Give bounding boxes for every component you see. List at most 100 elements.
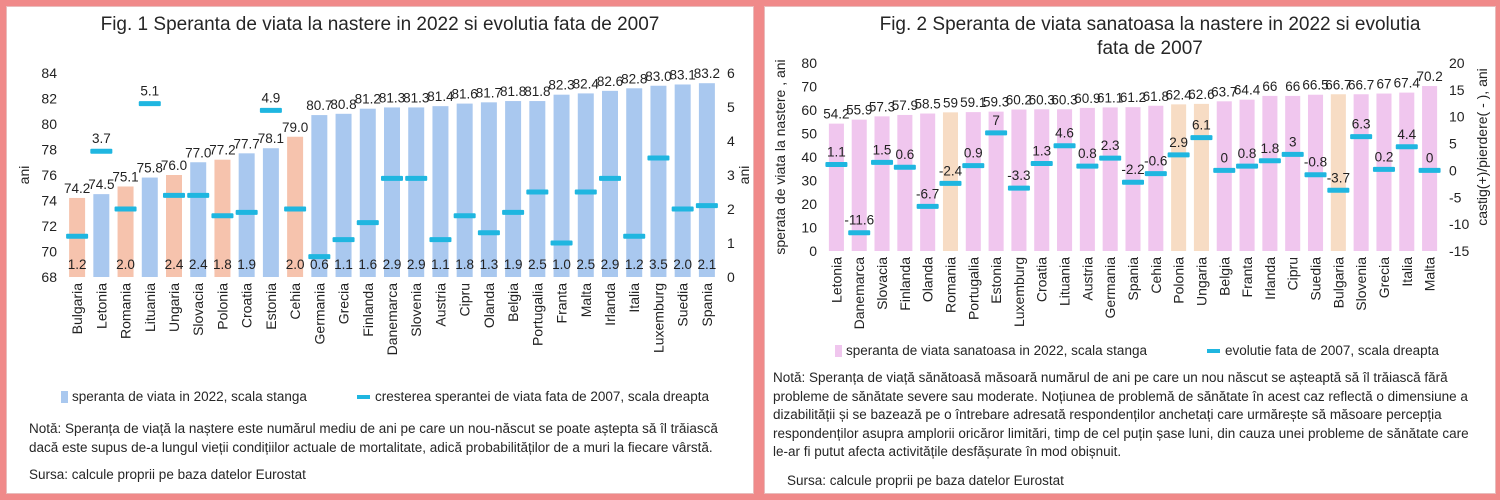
- x-tick-label: Bulgaria: [69, 283, 85, 335]
- x-tick-label: Grecia: [1376, 257, 1392, 298]
- y-tick-label-right: -10: [1449, 216, 1469, 232]
- bar: [505, 101, 522, 277]
- change-marker: [574, 189, 597, 195]
- bar: [93, 194, 110, 277]
- change-marker: [1144, 171, 1167, 177]
- change-value-label: 1.8: [1260, 141, 1279, 156]
- bar: [238, 153, 255, 277]
- y-tick-label-right: 0: [727, 269, 735, 285]
- x-tick-label: Luxemburg: [1011, 257, 1027, 327]
- bar-value-label: 60.2: [1006, 93, 1032, 108]
- bar: [851, 119, 867, 251]
- change-value-label: 1.2: [68, 257, 87, 272]
- y-tick-label-right: -5: [1449, 189, 1462, 205]
- bar-value-label: 82.8: [621, 71, 647, 86]
- y-tick-label-left: 80: [801, 55, 817, 71]
- change-value-label: 2.3: [1101, 138, 1120, 153]
- chart-2-plot: 01020304050607080-15-10-505101520sperata…: [772, 55, 1490, 329]
- x-tick-label: Cipru: [457, 283, 473, 316]
- bar: [408, 107, 425, 277]
- y-axis-label-left: ani: [16, 166, 32, 185]
- change-marker: [825, 162, 848, 168]
- bar: [384, 107, 400, 277]
- change-marker: [1372, 166, 1395, 172]
- bar: [214, 159, 231, 277]
- y-tick-label-right: 5: [727, 99, 735, 115]
- change-marker: [90, 148, 113, 154]
- change-value-label: 1.0: [552, 257, 571, 272]
- x-tick-label: Danemarca: [384, 283, 400, 356]
- x-tick-label: Lituania: [1057, 257, 1073, 306]
- bar-value-label: 81.6: [452, 87, 478, 102]
- bar-value-label: 57.3: [869, 99, 895, 114]
- bar-value-label: 59.3: [983, 95, 1009, 110]
- x-tick-label: Luxemburg: [650, 283, 666, 353]
- change-marker: [1190, 135, 1213, 141]
- x-tick-label: Franta: [1239, 257, 1255, 298]
- chart-note: Notă: Speranța de viață la naștere este …: [29, 421, 718, 455]
- legend-label-bar: speranta de viata sanatoasa in 2022, sca…: [846, 343, 1147, 358]
- y-tick-label-right: 3: [727, 167, 735, 183]
- change-value-label: 3.7: [92, 131, 111, 146]
- change-value-label: 0: [1221, 150, 1229, 165]
- change-value-label: 2.1: [697, 257, 716, 272]
- bar-value-label: 54.2: [823, 107, 849, 122]
- x-tick-label: Germania: [311, 283, 327, 345]
- bar: [920, 113, 936, 252]
- change-value-label: 1.3: [479, 257, 498, 272]
- legend-swatch-bar: [61, 390, 68, 403]
- bar-value-label: 74.2: [64, 181, 90, 196]
- x-tick-label: Romania: [942, 257, 958, 313]
- change-marker: [114, 206, 137, 212]
- bar: [1239, 99, 1255, 251]
- y-tick-label-right: -15: [1449, 243, 1469, 259]
- bar: [456, 103, 473, 277]
- change-value-label: -6.7: [916, 186, 939, 201]
- change-value-label: 0: [1426, 150, 1434, 165]
- x-tick-label: Letonia: [93, 283, 109, 329]
- x-tick-label: Malta: [578, 283, 594, 317]
- x-tick-label: Cehia: [287, 283, 303, 320]
- bar: [602, 90, 618, 277]
- x-tick-label: Croatia: [1034, 257, 1050, 302]
- x-tick-label: Spania: [699, 283, 715, 327]
- y-tick-label-right: 1: [727, 235, 735, 251]
- bar-value-label: 77.2: [209, 143, 235, 158]
- bar: [1102, 107, 1118, 251]
- bar-value-label: 59.1: [960, 95, 986, 110]
- change-value-label: 1.8: [455, 257, 474, 272]
- bar: [335, 113, 352, 277]
- x-tick-label: Estonia: [988, 257, 1004, 304]
- bar: [1262, 95, 1278, 252]
- y-tick-label-left: 84: [41, 65, 57, 81]
- bar: [897, 114, 913, 251]
- y-tick-label-left: 68: [41, 269, 57, 285]
- change-value-label: 1.1: [431, 257, 450, 272]
- legend-item-bar: speranta de viata sanatoasa in 2022, sca…: [835, 343, 1147, 358]
- change-marker: [332, 237, 355, 243]
- x-tick-label: Malta: [1422, 257, 1438, 291]
- bar-value-label: 83.1: [670, 67, 696, 82]
- x-tick-label: Austria: [1079, 257, 1095, 301]
- x-tick-label: Finlanda: [360, 283, 376, 337]
- bar: [1034, 109, 1050, 251]
- bar: [1148, 105, 1164, 252]
- bar-value-label: 78.1: [258, 131, 284, 146]
- change-marker: [1053, 143, 1076, 149]
- y-tick-label-left: 20: [801, 196, 817, 212]
- bar-value-label: 82.3: [548, 78, 574, 93]
- change-marker: [211, 213, 234, 219]
- bar: [1399, 92, 1415, 251]
- y-tick-label-left: 0: [809, 243, 817, 259]
- y-axis-label-right: castig(+)/pierdere( - ), ani: [1474, 68, 1490, 226]
- legend-item-bar: speranta de viata in 2022, scala stanga: [61, 389, 307, 404]
- bar-value-label: 55.9: [846, 103, 872, 118]
- x-tick-label: Franta: [554, 283, 570, 324]
- change-value-label: 1.5: [873, 142, 892, 157]
- change-value-label: -2.4: [939, 163, 963, 178]
- bar: [1125, 107, 1141, 252]
- bar: [577, 93, 594, 278]
- bar: [674, 84, 691, 277]
- change-value-label: 2.9: [1169, 135, 1188, 150]
- bar-value-label: 80.7: [306, 98, 332, 113]
